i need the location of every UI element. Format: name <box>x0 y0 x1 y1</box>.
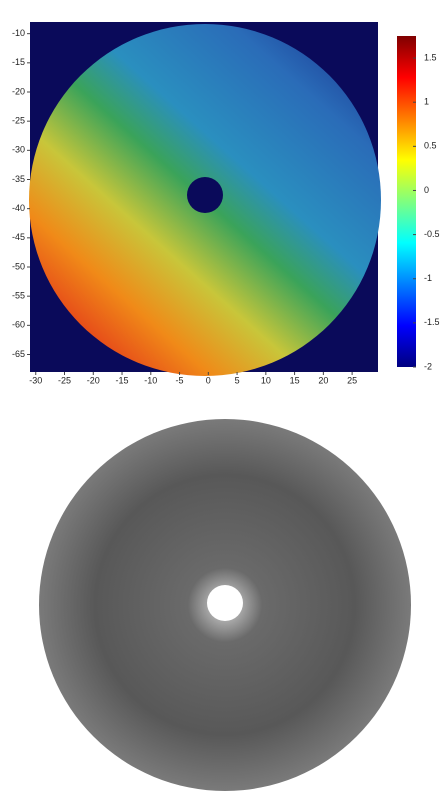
colorbar-tick-label: -1 <box>424 273 432 283</box>
colorbar-tick-label: -1.5 <box>424 317 440 327</box>
y-tick-label: -35 <box>12 174 25 184</box>
y-tick-label: -50 <box>12 261 25 271</box>
colorbar-tick-label: 1.5 <box>424 52 437 62</box>
x-tick-label: 20 <box>318 375 328 385</box>
x-tick-label: 15 <box>290 375 300 385</box>
colorbar <box>397 36 416 367</box>
y-tick-label: -65 <box>12 349 25 359</box>
elevation-map <box>29 22 381 376</box>
y-tick-label: -25 <box>12 116 25 126</box>
page: -30-25-20-15-10-50510152025-10-15-20-25-… <box>0 0 447 791</box>
x-tick-label: -10 <box>144 375 157 385</box>
colorbar-tick-label: 0.5 <box>424 141 437 151</box>
x-tick-label: -20 <box>87 375 100 385</box>
y-tick-label: -45 <box>12 232 25 242</box>
map-hole <box>187 177 223 213</box>
colorbar-tick-label: -0.5 <box>424 229 440 239</box>
y-tick-label: -30 <box>12 145 25 155</box>
x-tick-label: -25 <box>58 375 71 385</box>
y-tick-label: -55 <box>12 291 25 301</box>
colorbar-tick-label: -2 <box>424 361 432 371</box>
y-tick-label: -10 <box>12 28 25 38</box>
x-tick-label: -5 <box>176 375 184 385</box>
y-tick-label: -20 <box>12 86 25 96</box>
x-tick-label: -15 <box>116 375 129 385</box>
colorbar-tick-label: 1 <box>424 97 429 107</box>
x-tick-label: 5 <box>235 375 240 385</box>
grayscale-mosaic <box>39 419 411 791</box>
x-tick-label: -30 <box>29 375 42 385</box>
y-tick-label: -40 <box>12 203 25 213</box>
y-tick-label: -15 <box>12 57 25 67</box>
colorbar-tick-label: 0 <box>424 185 429 195</box>
x-tick-label: 25 <box>347 375 357 385</box>
x-tick-label: 0 <box>206 375 211 385</box>
y-tick-label: -60 <box>12 320 25 330</box>
x-tick-label: 10 <box>261 375 271 385</box>
figure: -30-25-20-15-10-50510152025-10-15-20-25-… <box>0 0 447 791</box>
mosaic-hole <box>207 585 243 621</box>
